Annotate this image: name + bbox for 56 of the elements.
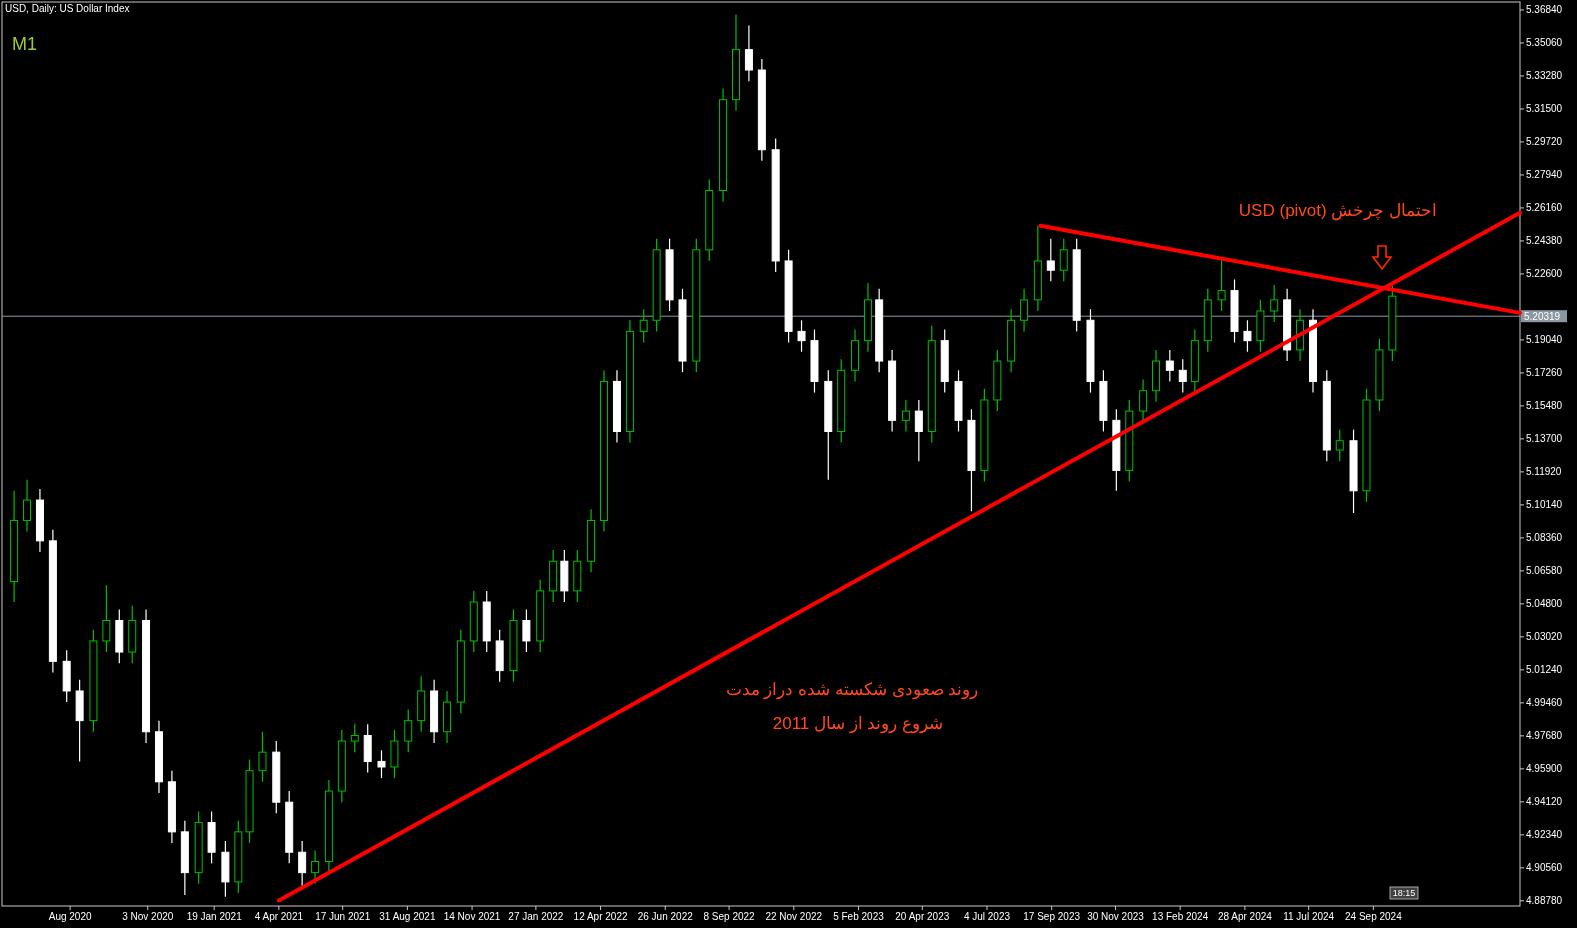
x-tick-label: 30 Nov 2023 (1087, 911, 1145, 922)
chart-title: USD, Daily: US Dollar Index (5, 3, 130, 14)
y-tick-label: 5.24380 (1526, 235, 1563, 247)
y-tick-label: 4.90560 (1526, 862, 1563, 874)
y-tick-label: 4.95900 (1526, 763, 1563, 775)
y-tick-label: 5.31500 (1526, 103, 1563, 115)
y-tick-label: 4.94120 (1526, 796, 1563, 808)
y-tick-label: 5.26160 (1526, 202, 1563, 214)
y-tick-label: 5.08360 (1526, 532, 1563, 544)
annotation: احتمال چرخش (pivot) USD (1238, 201, 1438, 220)
y-tick-label: 5.22600 (1526, 268, 1563, 280)
x-tick-label: 3 Nov 2020 (122, 911, 174, 922)
y-tick-label: 5.33280 (1526, 70, 1563, 82)
x-tick-label: 31 Aug 2021 (379, 911, 436, 922)
y-tick-label: 4.92340 (1526, 829, 1563, 841)
y-tick-label: 5.27940 (1526, 169, 1563, 181)
x-tick-label: 22 Nov 2022 (765, 911, 823, 922)
x-tick-label: 5 Feb 2023 (833, 911, 885, 922)
x-tick-label: 17 Jun 2021 (315, 911, 371, 922)
ref-line-label: 5.20319 (1524, 311, 1561, 323)
y-tick-label: 4.97680 (1526, 730, 1563, 742)
x-tick-label: 14 Nov 2021 (443, 911, 501, 922)
x-tick-label: 19 Jan 2021 (186, 911, 243, 922)
x-tick-label: 26 Jun 2022 (637, 911, 694, 922)
y-tick-label: 5.01240 (1526, 664, 1563, 676)
y-tick-label: 5.15480 (1526, 400, 1563, 412)
x-tick-label: 12 Apr 2022 (573, 911, 628, 922)
y-tick-label: 5.06580 (1526, 565, 1563, 577)
annotation: M1 (12, 34, 37, 54)
x-tick-label: 20 Apr 2023 (895, 911, 950, 922)
y-tick-label: 5.17260 (1526, 367, 1563, 379)
y-tick-label: 5.19040 (1526, 334, 1563, 346)
x-tick-label: 28 Apr 2024 (1217, 911, 1273, 922)
x-tick-label: Aug 2020 (48, 911, 92, 922)
x-tick-label: 24 Sep 2024 (1345, 911, 1403, 922)
annotation: شروع روند از سال 2011 (772, 714, 944, 733)
y-tick-label: 5.11920 (1526, 466, 1562, 478)
x-tick-label: 27 Jan 2022 (508, 911, 564, 922)
x-tick-label: 13 Feb 2024 (1152, 911, 1209, 922)
x-tick-label: 17 Sep 2023 (1023, 911, 1081, 922)
y-tick-label: 4.88780 (1526, 895, 1563, 907)
x-tick-label: 11 Jul 2024 (1283, 911, 1335, 922)
y-tick-label: 5.10140 (1526, 499, 1563, 511)
y-tick-label: 5.03020 (1526, 631, 1563, 643)
y-tick-label: 5.04800 (1526, 598, 1563, 610)
y-tick-label: 4.99460 (1526, 697, 1563, 709)
y-tick-label: 5.29720 (1526, 136, 1563, 148)
y-tick-label: 5.36840 (1526, 4, 1563, 16)
ref-label: 5.20319 (1521, 310, 1567, 323)
y-tick-label: 5.35060 (1526, 37, 1563, 49)
annotation: روند صعودی شکسته شده دراز مدت (725, 680, 979, 699)
y-tick-label: 5.13700 (1526, 433, 1563, 445)
x-tick-label: 4 Apr 2021 (254, 911, 304, 922)
annotation: 18:15 (1389, 886, 1419, 900)
x-tick-label: 4 Jul 2023 (963, 911, 1011, 922)
x-tick-label: 8 Sep 2022 (703, 911, 756, 922)
